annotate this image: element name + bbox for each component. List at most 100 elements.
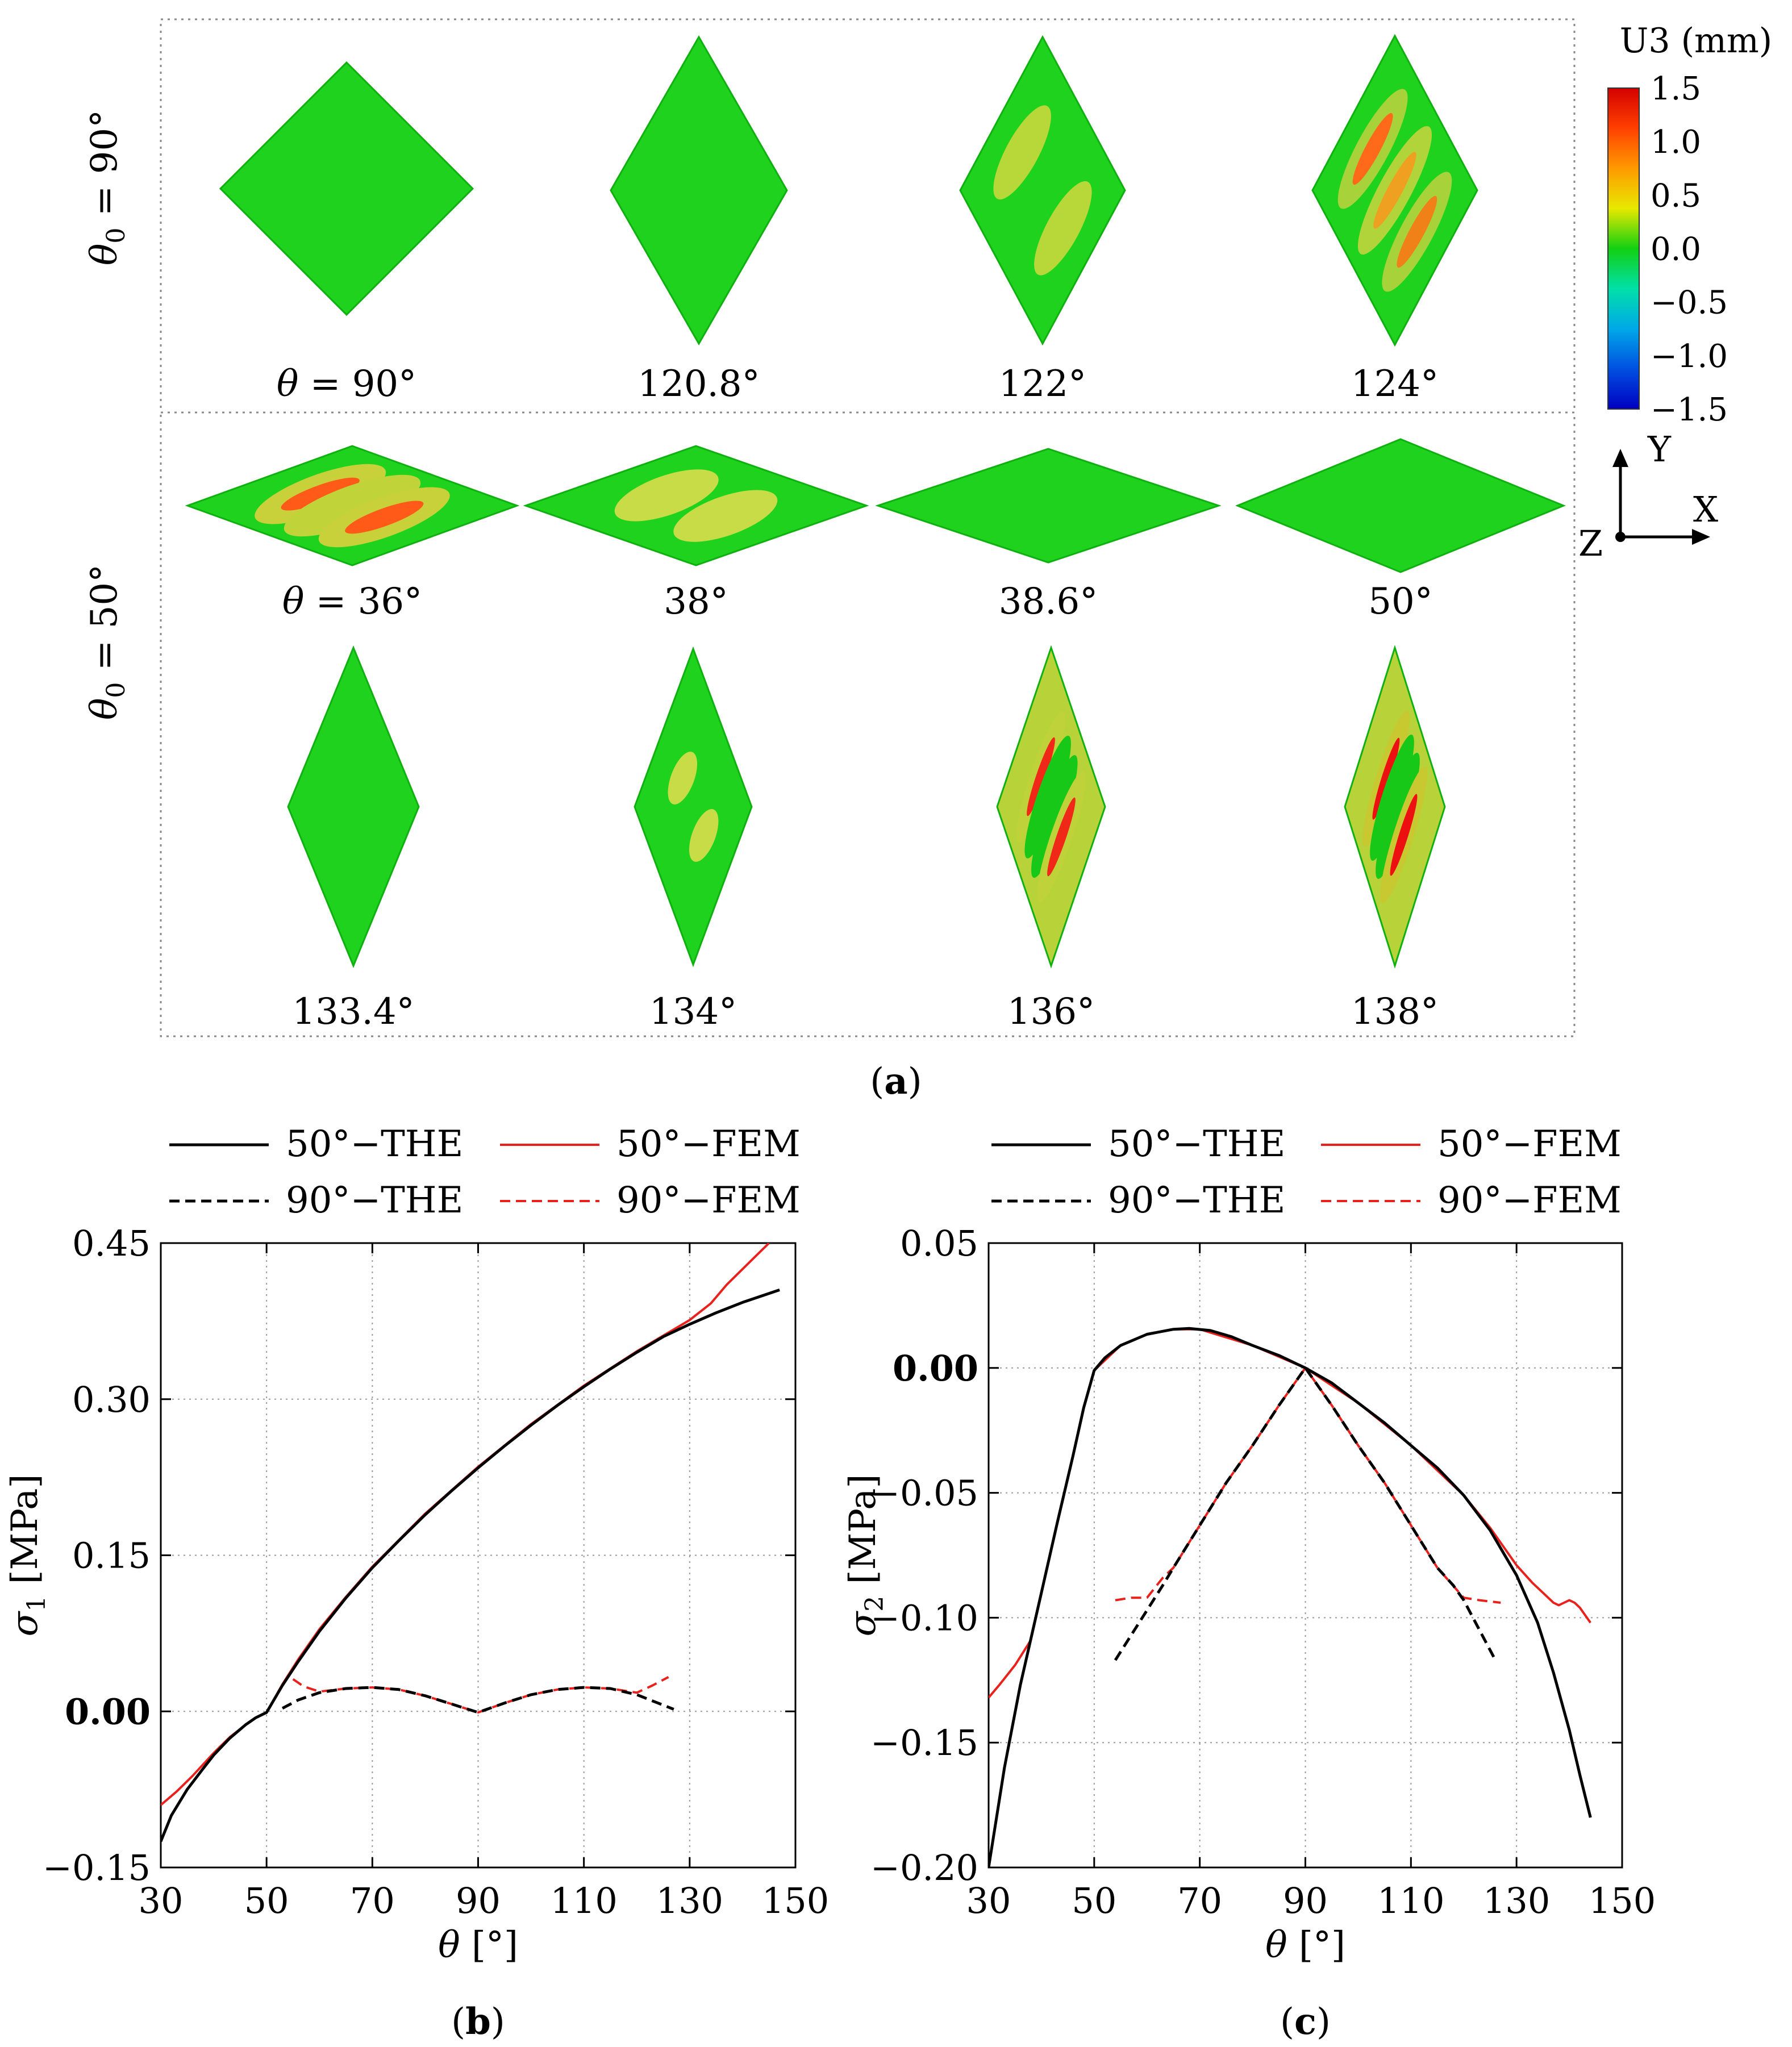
triad-x-label: X [1693,489,1718,530]
x-tick-label: 30 [966,1880,1011,1921]
legend-entry: 90°−FEM [616,1179,801,1221]
plate-angle-label: θ = 90° [277,363,416,405]
colorbar: U3 (mm) 1.5 1.0 0.5 0.0 −0.5 −1.0 −1.5 [1607,21,1772,428]
displacement-peak [1047,797,1076,877]
plate-shape [959,35,1126,346]
displacement-peak [1372,737,1400,820]
x-tick-label: 70 [1177,1880,1222,1921]
plate-shape [610,35,788,346]
series-line-50THE [161,1289,780,1842]
plot-frame [160,1242,797,1869]
x-tick-label: 110 [550,1880,617,1921]
legend-entry: 90°−FEM [1437,1179,1622,1221]
panel-caption: (b) [451,2000,505,2043]
displacement-peak [1352,112,1393,185]
displacement-band [1370,735,1414,861]
x-tick-label: 50 [244,1880,289,1921]
legend-entry: 50°−THE [286,1123,463,1165]
displacement-peak [281,477,360,511]
x-tick-label: 150 [1589,1880,1656,1921]
plate-angle-label: θ = 36° [282,581,422,623]
plate-angle-label: 38° [664,581,728,623]
plate-shape [1235,438,1566,573]
plate-angle-label: 134° [649,991,737,1033]
legend-entry: 90°−THE [286,1179,463,1221]
y-tick-label: 0.00 [893,1348,978,1389]
plate-shape [875,448,1222,564]
displacement-peak [1390,794,1418,876]
triad-y-label: Y [1647,428,1672,470]
displacement-band [673,490,778,542]
y-tick-label: 0.45 [72,1223,151,1264]
plot-frame [987,1242,1623,1869]
plate-angle-label: 136° [1007,991,1095,1033]
chart-c: 30 50 70 90 110 130 150 −0.20 −0.15 −0.10 −0.05 0.0… [842,1123,1656,2043]
colorbar-bar [1607,87,1640,410]
y-tick-label: −0.20 [870,1847,978,1888]
legend: 50°−THE 50°−FEM 90°−THE 90°−FEM [169,1123,801,1221]
plate-row1-1: θ = 90° [219,61,474,405]
displacement-peak [345,501,424,534]
plate-angle-label: 124° [1351,363,1439,405]
plate-angle-label: 50° [1368,581,1432,623]
displacement-band [689,809,719,862]
y-tick-label: 0.05 [900,1223,978,1264]
plate-row3-1: 133.4° [287,645,420,1033]
colorbar-tick-label: 1.5 [1651,70,1701,107]
plate-row3-2: 134° [634,646,753,1033]
triad-z-label: Z [1578,523,1603,564]
plate-angle-label: 120.8° [637,363,760,405]
colorbar-tick-label: 1.0 [1651,124,1701,161]
legend: 50°−THE 50°−FEM 90°−THE 90°−FEM [991,1123,1622,1221]
plate-row3-4: 138° [1344,644,1446,1033]
y-tick-label: −0.15 [43,1847,151,1888]
plate-row1-3: 122° [959,35,1126,405]
y-axis-label: σ2 [MPa] [842,1474,889,1637]
legend-entry: 50°−FEM [1437,1123,1622,1165]
displacement-peak [1373,152,1416,229]
colorbar-tick-label: 0.5 [1651,177,1701,214]
series-line-90FEM [292,1676,669,1714]
group2-label: θ0 = 50° [84,564,131,720]
plate-angle-label: 133.4° [292,991,414,1033]
legend-entry: 90°−THE [1108,1179,1285,1221]
plate-row2-2: 38° [523,445,869,623]
x-tick-label: 130 [1483,1880,1550,1921]
plate-shape [634,646,753,968]
group2-frame [160,411,1576,1037]
y-axis-label: σ1 [MPa] [4,1474,51,1637]
plate-row1-4: 124° [1311,34,1478,405]
x-axis-label: θ [°] [438,1924,518,1966]
panel-caption: (c) [1280,2000,1331,2043]
displacement-band [1024,735,1071,858]
plate-row1-2: 120.8° [610,35,788,405]
x-tick-label: 90 [1283,1880,1328,1921]
panel-a-caption: (a) [870,1060,922,1103]
displacement-band [1034,181,1092,276]
series-line-90THE [281,1686,674,1714]
displacement-peak [1397,195,1437,268]
series-line-90THE [1114,1366,1497,1661]
displacement-band [993,105,1051,200]
colorbar-tick-label: −1.5 [1651,391,1728,428]
group1-frame [160,18,1576,414]
chart-b: 30 50 70 90 110 130 150 −0.15 0.00 0.15 0.30 0.45 θ … [4,1123,829,2043]
displacement-band [668,752,698,804]
x-tick-label: 130 [656,1880,723,1921]
colorbar-tick-label: 0.0 [1651,231,1701,268]
plate-shape [219,61,474,316]
plate-row2-4: 50° [1235,438,1566,623]
x-tick-label: 90 [456,1880,501,1921]
plate-row2-1: θ = 36° [185,445,520,623]
colorbar-ticks: 1.5 1.0 0.5 0.0 −0.5 −1.0 −1.5 [1651,70,1728,428]
displacement-peak [1027,737,1055,816]
x-tick-label: 70 [350,1880,395,1921]
plate-angle-label: 138° [1351,991,1439,1033]
displacement-band [284,474,421,537]
x-axis-label: θ [°] [1265,1924,1345,1966]
x-tick-label: 30 [139,1880,184,1921]
displacement-band [1376,752,1420,879]
y-tick-label: −0.05 [870,1473,978,1514]
panel-a: θ0 = 90° θ0 = 50° θ = 90° 120.8° 122° 124°θ… [84,18,1772,1103]
plate-shape [287,645,420,968]
